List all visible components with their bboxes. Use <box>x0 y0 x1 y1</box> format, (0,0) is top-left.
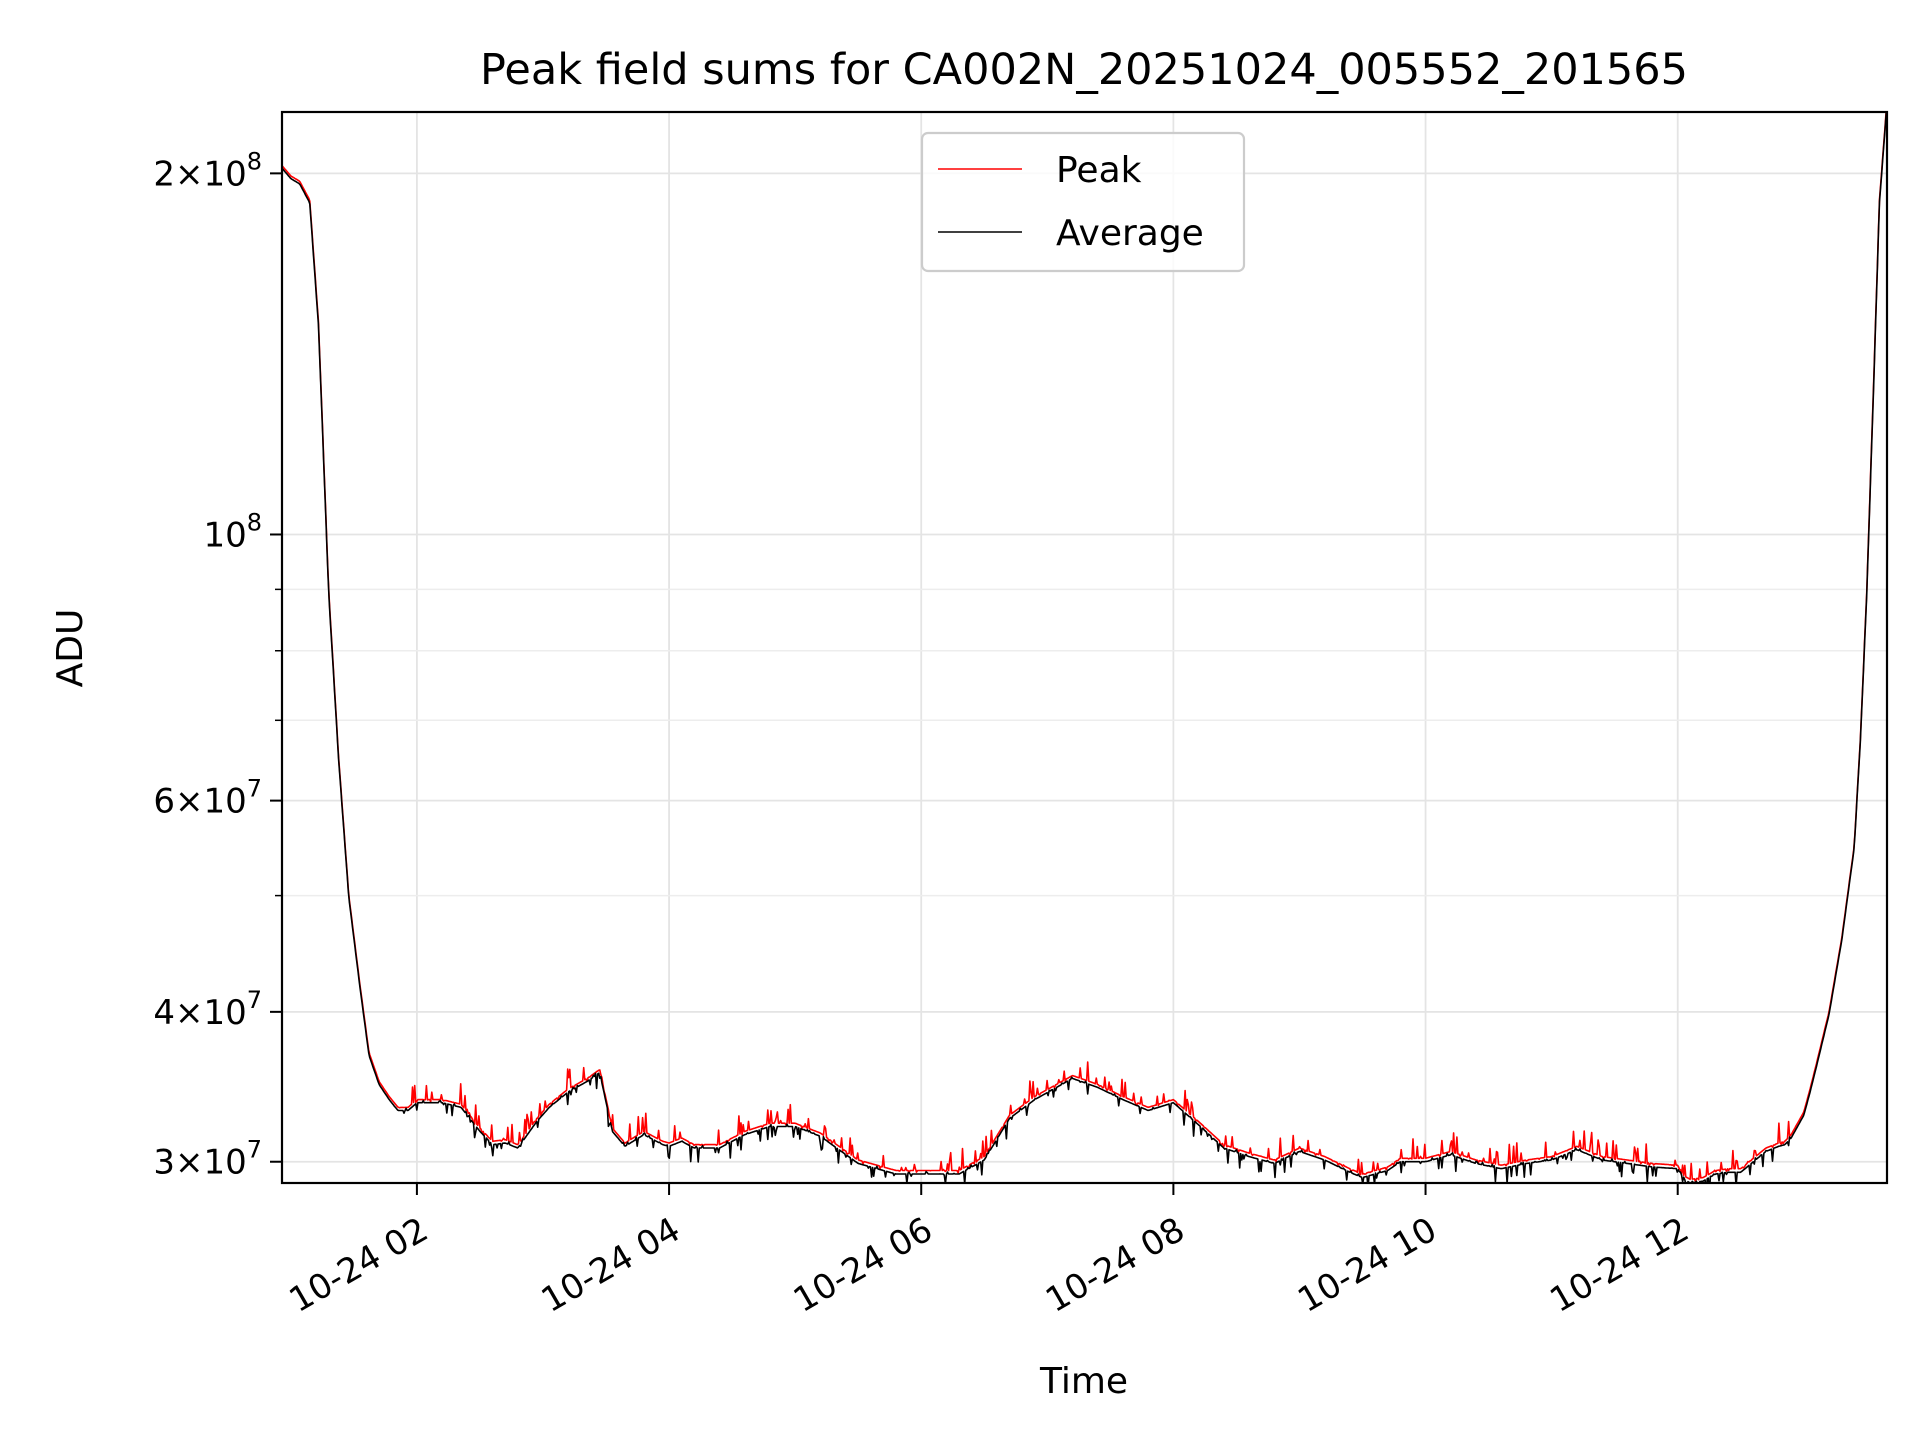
y-tick-label: 6×107 <box>153 775 262 822</box>
y-tick-label: 108 <box>203 508 262 555</box>
x-axis-label: Time <box>1039 1361 1128 1402</box>
legend-box <box>920 131 1246 273</box>
legend-peak-label: Peak <box>1056 150 1142 191</box>
y-tick-label: 2×108 <box>153 147 262 194</box>
legend: Peak Average <box>920 131 1246 273</box>
series-average-line <box>282 112 1887 1183</box>
series-peak-line <box>282 112 1887 1183</box>
y-axis-label: ADU <box>50 609 91 688</box>
plot-frame <box>280 110 1889 1185</box>
y-tick-label: 4×107 <box>153 986 262 1033</box>
legend-average-label: Average <box>1056 213 1204 254</box>
y-axis: 3×107 4×107 6×107 108 2×108 <box>153 147 282 1183</box>
chart-title: Peak field sums for CA002N_20251024_0055… <box>480 45 1688 95</box>
plot-series <box>282 112 1887 1183</box>
y-tick-label: 3×107 <box>153 1136 262 1183</box>
